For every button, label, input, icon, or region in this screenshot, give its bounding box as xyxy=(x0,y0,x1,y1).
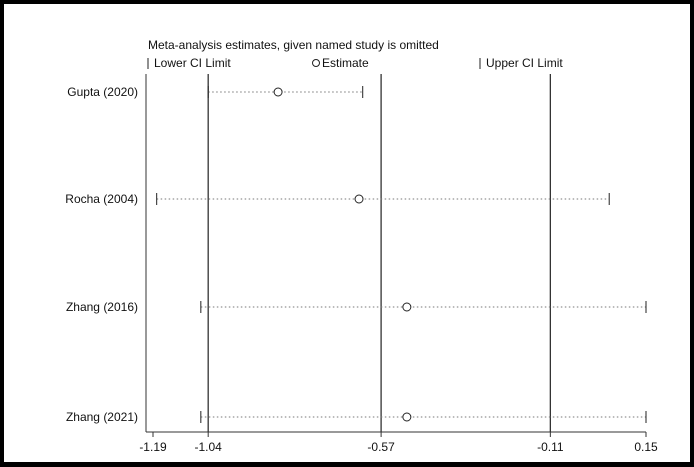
estimate-marker xyxy=(273,87,283,97)
study-label: Gupta (2020) xyxy=(67,85,138,99)
estimate-marker xyxy=(354,194,364,204)
x-tick-label: -0.57 xyxy=(367,440,395,454)
sensitivity-plot: Meta-analysis estimates, given named stu… xyxy=(65,38,658,454)
x-tick-label: -0.11 xyxy=(537,440,564,454)
legend-lower-ci-label: Lower CI Limit xyxy=(154,56,231,70)
study-label: Rocha (2004) xyxy=(65,192,138,206)
figure-canvas: Meta-analysis estimates, given named stu… xyxy=(4,4,690,462)
legend-upper-ci-label: Upper CI Limit xyxy=(486,56,563,70)
estimate-marker xyxy=(402,302,412,312)
plot-area: -1.19 -1.04 -0.57 -0.11 0.15 Gupta (2020) Roch… xyxy=(65,74,658,454)
chart-title: Meta-analysis estimates, given named stu… xyxy=(148,38,439,52)
legend-estimate-label: Estimate xyxy=(322,56,369,70)
legend-estimate-marker xyxy=(312,59,320,67)
x-tick-label: -1.19 xyxy=(139,440,167,454)
study-label: Zhang (2021) xyxy=(66,410,138,424)
legend: Lower CI Limit Estimate Upper CI Limit xyxy=(147,56,563,70)
estimate-marker xyxy=(402,412,412,422)
x-tick-label: -1.04 xyxy=(195,440,223,454)
x-tick-label: 0.15 xyxy=(634,440,658,454)
study-label: Zhang (2016) xyxy=(66,300,138,314)
